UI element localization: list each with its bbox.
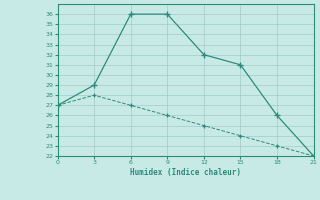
X-axis label: Humidex (Indice chaleur): Humidex (Indice chaleur) <box>130 168 241 177</box>
